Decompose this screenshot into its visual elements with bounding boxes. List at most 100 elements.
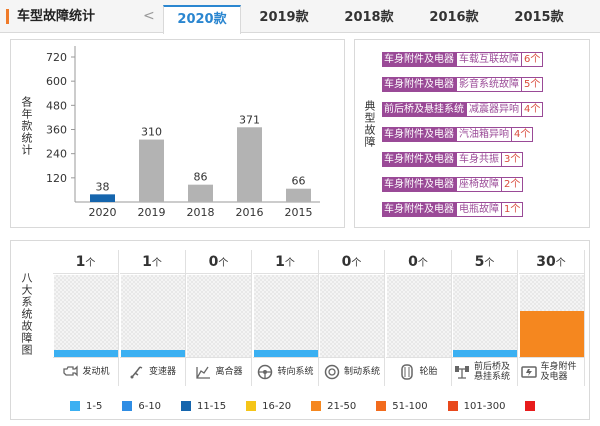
legend-item: 16-20 [246,397,291,415]
tab-2019[interactable]: 2019款 [259,10,309,25]
system-count-value: 30 [536,254,556,270]
legend-swatch [525,401,536,411]
tire-icon [401,364,414,380]
fault-category-tag[interactable]: 车身附件及电器 [382,152,456,167]
fault-item[interactable]: 前后桥及悬挂系统 减震器异响 4个 [382,102,544,117]
legend-label: 51-100 [392,400,428,412]
system-column[interactable]: 30个车身附件及电器 [518,250,585,386]
system-column[interactable]: 5个前后桥及悬挂系统 [452,250,518,386]
faults-list: 车身附件及电器 车载互联故障 6个 车身附件及电器 影音系统故障 5个 前后桥及悬挂系统 减震… [354,39,590,228]
system-bar-background [187,275,251,357]
system-name: 车身附件及电器 [540,362,577,382]
system-count-value: 0 [408,254,418,270]
system-label: 转向系统 [252,357,318,386]
legend-swatch [70,401,80,411]
fault-category-tag[interactable]: 前后桥及悬挂系统 [382,102,466,117]
tab-2018[interactable]: 2018款 [344,10,394,25]
fault-count-badge: 2个 [502,177,524,192]
legend-swatch [181,401,192,411]
fault-name-tag[interactable]: 车载互联故障 [456,52,522,67]
system-count: 1个 [252,250,318,274]
page-title: 车型故障统计 [6,9,95,24]
fault-name-tag[interactable]: 减震器异响 [466,102,522,117]
system-bar-background [253,275,318,357]
legend-label: 16-20 [262,400,292,412]
legend-label: 101-300 [463,400,506,412]
brake-icon [324,364,340,380]
fault-name-tag[interactable]: 车身共振 [456,152,502,167]
systems-vertical-label: 八大系统故障图 [20,272,33,356]
system-label: 制动系统 [319,357,384,386]
system-level-bar [253,350,318,357]
system-name: 制动系统 [343,367,380,377]
system-bar-background [120,275,185,357]
system-level-bar [120,350,185,357]
system-name: 转向系统 [277,367,314,377]
system-count: 0个 [319,250,384,274]
system-name: 发动机 [82,367,110,377]
fault-name-tag[interactable]: 座椅故障 [456,177,502,192]
system-column[interactable]: 0个离合器 [186,250,252,386]
system-name: 变速器 [148,367,176,377]
system-column[interactable]: 1个 变速器 [119,250,186,386]
system-count: 5个 [452,250,517,274]
fault-item[interactable]: 车身附件及电器 车载互联故障 6个 [382,52,544,67]
system-count-unit: 个 [555,258,566,269]
system-count: 1个 [53,250,118,274]
system-count-unit: 个 [351,258,362,269]
system-label: 发动机 [53,357,118,386]
system-count-unit: 个 [484,258,495,269]
system-label: 离合器 [186,357,251,386]
system-name: 前后桥及悬挂系统 [474,362,511,382]
system-label: 车身附件及电器 [518,357,584,386]
system-count-unit: 个 [85,258,96,269]
system-column[interactable]: 1个转向系统 [252,250,319,386]
system-count: 0个 [186,250,251,274]
fault-name-tag[interactable]: 电瓶故障 [456,202,502,217]
system-name: 离合器 [215,367,243,377]
fault-count-badge: 6个 [522,52,544,67]
tab-2015[interactable]: 2015款 [514,10,564,25]
fault-category-tag[interactable]: 车身附件及电器 [382,52,456,67]
system-name: 轮胎 [419,367,438,377]
system-count-unit: 个 [417,258,428,269]
system-count-value: 5 [474,254,485,270]
system-count-value: 0 [341,254,352,270]
legend-item: 21-50 [311,397,356,415]
fault-name-tag[interactable]: 汽油箱异响 [456,127,512,142]
fault-category-tag[interactable]: 车身附件及电器 [382,177,456,192]
legend-label: 21-50 [327,400,357,412]
fault-count-badge: 5个 [522,77,544,92]
clutch-icon [196,366,211,379]
tab-2016[interactable]: 2016款 [429,10,479,25]
system-count-value: 1 [142,254,152,270]
system-count-value: 0 [208,254,219,270]
legend-swatch [311,401,322,411]
system-column[interactable]: 0个制动系统 [319,250,385,386]
fault-count-badge: 4个 [522,102,544,117]
fault-category-tag[interactable]: 车身附件及电器 [382,127,456,142]
legend-item: 6-10 [122,397,161,415]
system-column[interactable]: 0个轮胎 [385,250,452,386]
system-count-unit: 个 [218,258,229,269]
fault-count-badge: 3个 [502,152,524,167]
legend-item: 51-100 [376,397,428,415]
engine-icon [63,365,79,377]
faults-vertical-label: 典型故障 [363,100,376,148]
system-bar-background [320,275,384,357]
fault-item[interactable]: 车身附件及电器 车身共振 3个 [382,152,524,167]
system-label: 轮胎 [385,357,451,386]
tab-2020[interactable]: 2020款 [163,5,241,34]
prev-arrow-icon[interactable]: < [143,8,155,24]
fault-category-tag[interactable]: 车身附件及电器 [382,202,456,217]
fault-name-tag[interactable]: 影音系统故障 [456,77,522,92]
fault-item[interactable]: 车身附件及电器 电瓶故障 1个 [382,202,524,217]
legend-swatch [246,401,257,411]
fault-item[interactable]: 车身附件及电器 座椅故障 2个 [382,177,524,192]
legend-swatch [447,401,458,411]
system-column[interactable]: 1个发动机 [53,250,119,386]
legend-swatch [376,401,387,411]
fault-item[interactable]: 车身附件及电器 汽油箱异响 4个 [382,127,534,142]
fault-category-tag[interactable]: 车身附件及电器 [382,77,456,92]
fault-item[interactable]: 车身附件及电器 影音系统故障 5个 [382,77,544,92]
